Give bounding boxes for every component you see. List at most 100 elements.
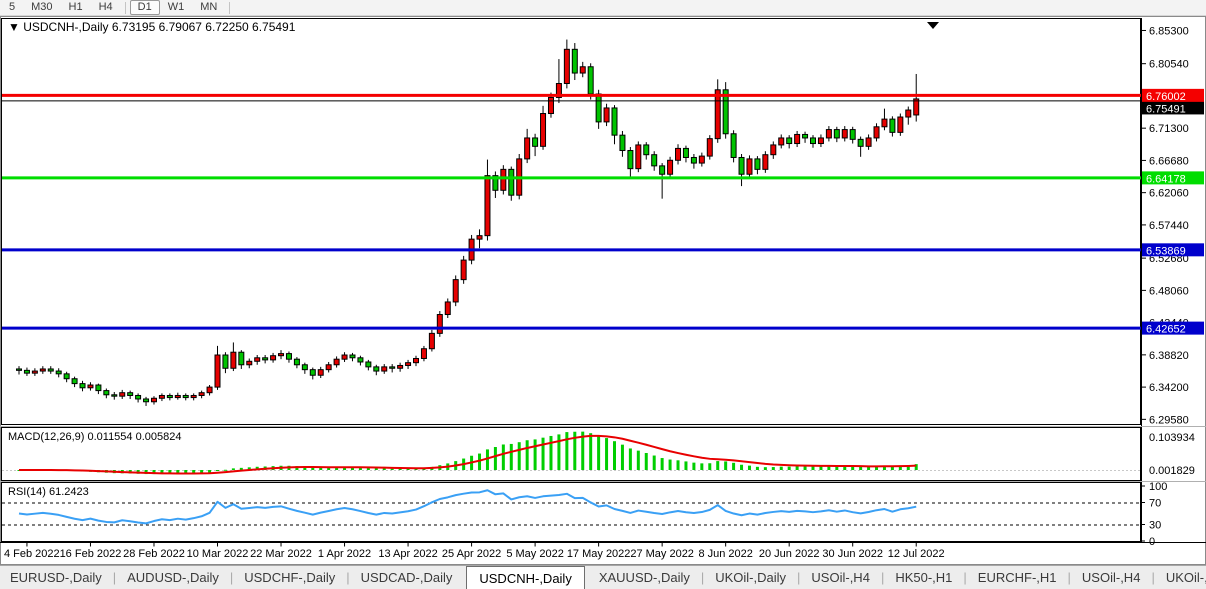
candle-body — [103, 390, 110, 396]
tab-separator: | — [229, 570, 234, 585]
price-axis[interactable]: 6.85300 6.80540 6.71300 6.66680 6.62060 6.574… — [1141, 25, 1189, 426]
price-axis-label: 6.80540 — [1149, 59, 1189, 71]
candle-body — [905, 109, 912, 118]
macd-bar — [613, 441, 616, 470]
macd-label: MACD(12,26,9) 0.011554 0.005824 — [8, 431, 181, 443]
main-pane-border — [1, 18, 1141, 425]
timeframe-button-m30[interactable]: M30 — [31, 1, 53, 13]
macd-bar — [374, 468, 378, 470]
tab-usoil-h4[interactable]: USOil-,H4 — [811, 570, 870, 585]
candle-body — [317, 369, 324, 376]
tab-ukoil-h4[interactable]: UKOil-,H4 — [1165, 570, 1206, 585]
macd-bar — [350, 467, 354, 470]
candle-body — [722, 89, 729, 135]
candle-body — [651, 154, 658, 167]
resistance-line-red-tag-bg — [1142, 88, 1204, 102]
macd-bar — [565, 432, 569, 470]
candle-body — [158, 394, 165, 399]
tab-xauusd-daily[interactable]: XAUUSD-,Daily — [598, 570, 690, 585]
macd-bar — [208, 470, 212, 473]
macd-bar — [247, 467, 251, 470]
tab-eurchf-h1[interactable]: EURCHF-,H1 — [977, 570, 1057, 585]
tab-usoil-h4[interactable]: USOil-,H4 — [1081, 570, 1141, 585]
macd-bar — [914, 464, 918, 470]
macd-bar — [541, 437, 545, 470]
macd-bar — [827, 466, 831, 470]
rsi-label: RSI(14) 61.2423 — [8, 486, 89, 498]
candle-body — [810, 137, 816, 145]
macd-bar — [231, 468, 235, 470]
candlestick-chart-surface[interactable]: 6.85300 6.80540 6.71300 6.66680 6.62060 6.574… — [0, 16, 1206, 565]
tab-usdchf-daily[interactable]: USDCHF-,Daily — [244, 570, 336, 585]
macd-bar — [740, 464, 744, 470]
candle-body — [643, 144, 650, 156]
macd-bar — [795, 466, 799, 470]
macd-bar — [882, 466, 886, 470]
rsi-pane-border — [1, 482, 1141, 542]
candle-body — [770, 144, 777, 156]
timeframe-button-h4[interactable]: H4 — [98, 1, 113, 13]
macd-bar — [319, 467, 323, 470]
candle-body — [833, 129, 840, 139]
macd-bar — [875, 466, 879, 470]
candle-body — [325, 364, 332, 371]
candle-body — [238, 351, 245, 366]
date-axis-label: 5 May 2022 — [506, 548, 563, 560]
candle-body — [524, 137, 531, 160]
macd-bar — [811, 466, 815, 470]
candle-body — [230, 351, 237, 369]
candle-body — [71, 378, 78, 385]
candle-body — [349, 354, 356, 359]
candle-body — [540, 113, 547, 147]
date-axis-label: 30 Jun 2022 — [822, 548, 883, 560]
candle-body — [63, 373, 70, 380]
chart-shift-marker-icon[interactable] — [927, 22, 939, 29]
candle-body — [444, 301, 451, 316]
candle-body — [555, 83, 562, 98]
macd-bar — [636, 450, 640, 470]
candle-body — [87, 384, 94, 389]
candle-body — [706, 138, 713, 157]
tab-ukoil-daily[interactable]: UKOil-,Daily — [715, 570, 787, 585]
price-axis-label: 6.62060 — [1149, 188, 1189, 200]
date-axis[interactable]: 4 Feb 2022 16 Feb 2022 28 Feb 2022 10 Mar 2… — [4, 542, 945, 561]
macd-bar — [192, 470, 196, 474]
date-axis-label: 20 Jun 2022 — [759, 548, 820, 560]
tab-hk50-h1[interactable]: HK50-,H1 — [895, 570, 953, 585]
support-line-blue-lower-tag-text: 6.42652 — [1146, 324, 1186, 336]
candle-body — [897, 116, 904, 133]
tab-separator: | — [1067, 570, 1071, 585]
tab-usdcnh-daily[interactable]: USDCNH-,Daily — [466, 566, 585, 589]
candle-body — [143, 398, 150, 403]
timeframe-button-d1[interactable]: D1 — [129, 0, 160, 15]
price-axis-label: 6.48060 — [1149, 285, 1189, 297]
tab-usdcad-daily[interactable]: USDCAD-,Daily — [360, 570, 453, 585]
candle-body — [246, 360, 253, 366]
timeframe-button-w1[interactable]: W1 — [167, 1, 185, 13]
timeframe-toolbar: 5 M30 H1 H4 D1 W1 MN — [0, 0, 1206, 16]
candle-body — [682, 147, 689, 158]
macd-pane-border — [1, 427, 1141, 481]
timeframe-button-5[interactable]: 5 — [9, 1, 16, 13]
tab-eurusd-daily[interactable]: EURUSD-,Daily — [10, 570, 102, 585]
toolbar-separator — [229, 1, 231, 14]
tab-audusd-daily[interactable]: AUDUSD-,Daily — [127, 570, 219, 585]
candle-body — [841, 129, 848, 139]
macd-bar — [327, 467, 331, 470]
price-axis-label: 6.34200 — [1149, 382, 1189, 394]
timeframe-button-mn[interactable]: MN — [200, 1, 218, 13]
candle-body — [452, 279, 459, 303]
macd-axis-current-label: 0.001829 — [1149, 465, 1195, 477]
tab-separator: | — [797, 570, 801, 585]
macd-bar — [867, 466, 871, 470]
macd-bar — [581, 431, 585, 470]
macd-bar — [311, 467, 315, 470]
timeframe-button-h1[interactable]: H1 — [68, 1, 83, 13]
chart-window[interactable]: 6.85300 6.80540 6.71300 6.66680 6.62060 6.574… — [0, 16, 1206, 565]
candle-body — [635, 144, 642, 170]
date-axis-label: 10 Mar 2022 — [187, 548, 249, 560]
candle-body — [333, 358, 340, 366]
candle-body — [420, 348, 427, 359]
candle-body — [492, 175, 499, 191]
